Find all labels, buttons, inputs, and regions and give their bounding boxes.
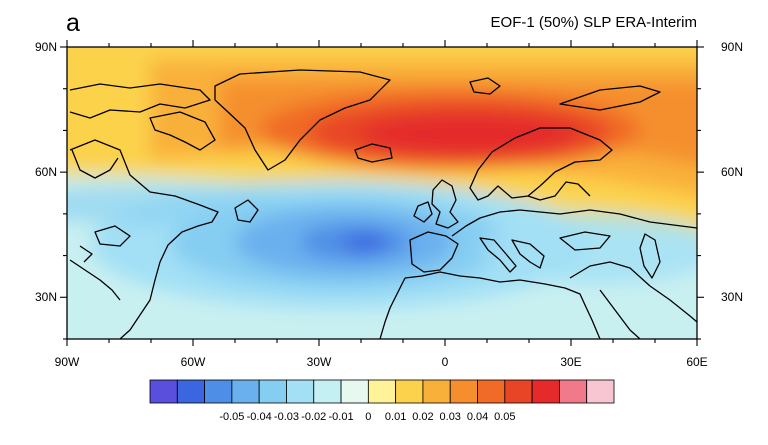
colorbar-swatch bbox=[559, 379, 588, 404]
colorbar-tick-label: -0.02 bbox=[301, 411, 326, 423]
europe-coast bbox=[451, 209, 697, 237]
balkans-coast bbox=[511, 239, 545, 269]
lon-label-30e: 30E bbox=[560, 355, 581, 369]
lat-labels-left: 90N 60N 30N bbox=[35, 40, 57, 304]
coastlines bbox=[69, 69, 697, 339]
map-frame bbox=[60, 40, 704, 346]
lon-label-60e: 60E bbox=[686, 355, 707, 369]
colorbar-swatch bbox=[258, 379, 287, 404]
colorbar-tick-label: -0.04 bbox=[247, 411, 272, 423]
greenland-coast bbox=[214, 69, 391, 171]
colorbar-swatch bbox=[231, 379, 260, 404]
panel-letter: a bbox=[66, 9, 80, 37]
italy-coast bbox=[479, 237, 517, 273]
colorbar-swatch bbox=[449, 379, 478, 404]
slp-anomaly-field bbox=[67, 47, 697, 339]
lon-label-90w: 90W bbox=[55, 355, 80, 369]
great-lakes bbox=[79, 225, 131, 263]
colorbar-tick-label: 0 bbox=[365, 411, 371, 423]
figure-title: EOF-1 (50%) SLP ERA-Interim bbox=[491, 14, 697, 31]
black-sea bbox=[559, 231, 611, 251]
colorbar-swatch bbox=[313, 379, 342, 404]
iceland-coast bbox=[354, 143, 393, 163]
lat-labels-right: 90N 60N 30N bbox=[721, 40, 743, 304]
svalbard-coast bbox=[469, 77, 501, 95]
colorbar-swatch bbox=[504, 379, 533, 404]
newfoundland-coast bbox=[234, 199, 259, 223]
colorbar-swatch bbox=[367, 379, 397, 404]
lon-label-30w: 30W bbox=[307, 355, 332, 369]
colorbar-tick-label: 0.03 bbox=[440, 411, 461, 423]
colorbar-swatch bbox=[340, 379, 369, 404]
colorbar-tick-label: 0.04 bbox=[467, 411, 488, 423]
africa-coast bbox=[379, 271, 601, 339]
middle-east-coast bbox=[569, 261, 697, 339]
lon-label-0: 0 bbox=[442, 355, 449, 369]
caspian-sea bbox=[639, 233, 661, 279]
north-america-coast bbox=[69, 139, 219, 339]
british-isles-coast bbox=[413, 179, 459, 229]
colorbar-swatch bbox=[531, 379, 560, 404]
iberia-coast bbox=[409, 231, 459, 273]
colorbar-tick-labels: -0.05 -0.04 -0.03 -0.02 -0.01 0 0.01 0.02 0.03 0.… bbox=[219, 411, 515, 423]
colorbar-tick-label: -0.03 bbox=[274, 411, 299, 423]
colorbar-swatch bbox=[395, 379, 424, 404]
colorbar-swatch bbox=[149, 379, 178, 404]
colorbar-tick-label: 0.02 bbox=[412, 411, 433, 423]
scandinavia-coast bbox=[469, 127, 613, 201]
colorbar-swatch bbox=[204, 379, 233, 404]
lat-label-90n-left: 90N bbox=[35, 40, 57, 54]
lat-label-60n-left: 60N bbox=[35, 165, 57, 179]
lat-label-60n-right: 60N bbox=[721, 165, 743, 179]
colorbar-swatch bbox=[176, 379, 205, 404]
arctic-islands-coast bbox=[69, 83, 211, 119]
colorbar-swatch bbox=[586, 379, 615, 404]
baltic-coast bbox=[527, 181, 591, 201]
colorbar-swatches bbox=[149, 379, 615, 404]
colorbar-tick-label: 0.05 bbox=[494, 411, 515, 423]
lat-label-30n-left: 30N bbox=[35, 290, 57, 304]
baffin-island-coast bbox=[149, 111, 216, 151]
hudson-bay-coast bbox=[71, 149, 119, 179]
lat-label-90n-right: 90N bbox=[721, 40, 743, 54]
lon-label-60w: 60W bbox=[181, 355, 206, 369]
colorbar-swatch bbox=[422, 379, 451, 404]
novaya-zemlya-coast bbox=[559, 85, 661, 111]
colorbar: -0.05 -0.04 -0.03 -0.02 -0.01 0 0.01 0.02 0.03 0.… bbox=[149, 379, 615, 423]
colorbar-tick-label: -0.05 bbox=[219, 411, 244, 423]
map-area bbox=[67, 47, 697, 339]
colorbar-swatch bbox=[477, 379, 506, 404]
colorbar-tick-label: 0.01 bbox=[385, 411, 406, 423]
lon-labels: 90W 60W 30W 0 30E 60E bbox=[55, 355, 708, 369]
colorbar-swatch bbox=[286, 379, 315, 404]
lat-label-30n-right: 30N bbox=[721, 290, 743, 304]
colorbar-tick-label: -0.01 bbox=[329, 411, 354, 423]
